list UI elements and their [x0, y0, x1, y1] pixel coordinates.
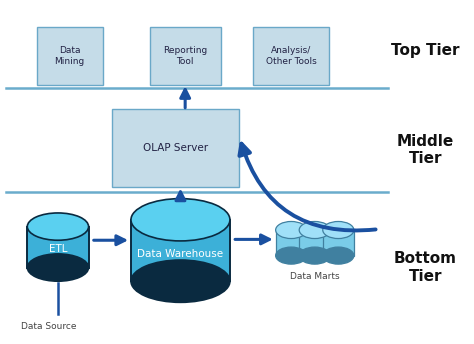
- Text: Middle
Tier: Middle Tier: [397, 133, 454, 166]
- Text: Bottom
Tier: Bottom Tier: [394, 251, 457, 284]
- Ellipse shape: [276, 247, 307, 264]
- Text: Top Tier: Top Tier: [391, 43, 460, 58]
- Text: Reporting
Tool: Reporting Tool: [163, 46, 207, 66]
- Ellipse shape: [299, 222, 330, 238]
- Ellipse shape: [323, 222, 354, 238]
- Polygon shape: [276, 230, 307, 256]
- Polygon shape: [27, 227, 89, 268]
- Ellipse shape: [323, 247, 354, 264]
- Polygon shape: [299, 230, 330, 256]
- FancyBboxPatch shape: [36, 27, 103, 85]
- Text: Data
Mining: Data Mining: [55, 46, 85, 66]
- Text: ETL: ETL: [49, 244, 67, 254]
- Text: Data Source: Data Source: [21, 322, 76, 331]
- FancyBboxPatch shape: [150, 27, 220, 85]
- Ellipse shape: [131, 198, 230, 241]
- Ellipse shape: [131, 260, 230, 302]
- Text: Analysis/
Other Tools: Analysis/ Other Tools: [266, 46, 317, 66]
- Ellipse shape: [299, 247, 330, 264]
- Ellipse shape: [27, 254, 89, 281]
- Ellipse shape: [276, 222, 307, 238]
- FancyBboxPatch shape: [112, 109, 239, 187]
- FancyBboxPatch shape: [254, 27, 329, 85]
- Text: OLAP Server: OLAP Server: [143, 143, 208, 153]
- Polygon shape: [323, 230, 354, 256]
- Text: Data Marts: Data Marts: [290, 271, 339, 281]
- Ellipse shape: [27, 213, 89, 240]
- Text: Data Warehouse: Data Warehouse: [137, 249, 224, 259]
- Polygon shape: [131, 220, 230, 281]
